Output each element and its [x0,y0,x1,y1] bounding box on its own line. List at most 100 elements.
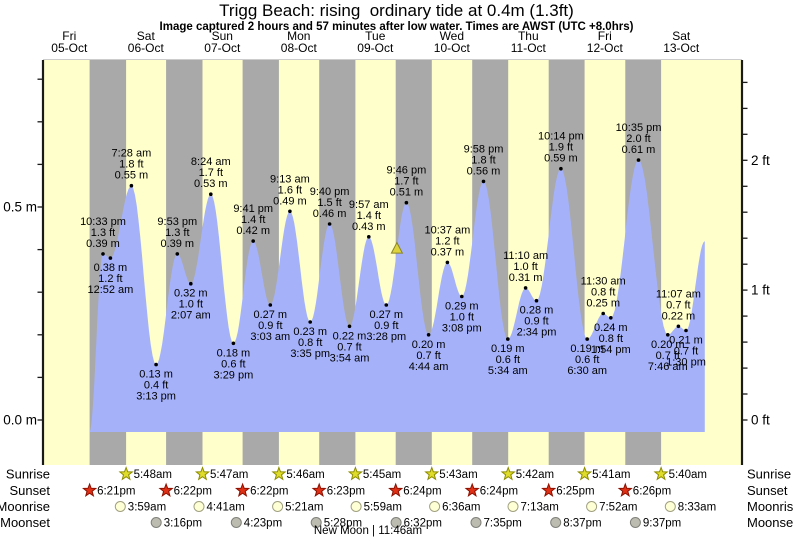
moonset-time: 7:35pm [484,518,522,530]
tide-high-label: 0.61 m [622,144,656,156]
tide-area [89,160,705,432]
moonset-time: 6:32pm [404,518,442,530]
tide-low-label: 0.24 m [594,322,628,334]
tide-low-label: 0.20 m [651,339,685,351]
moonset-time: 3:16pm [164,518,202,530]
moonrise-time: 8:33am [678,502,716,514]
tide-event-dot [209,192,213,196]
tide-high-label: 10:33 pm [80,216,126,228]
moonset-icon [310,517,322,528]
sunset-icon [82,482,98,497]
moonrise-icon [586,501,598,512]
sunset-icon [311,482,327,497]
tide-high-label: 10:37 am [424,224,470,236]
day-name-label: Thu [518,29,539,43]
chart-subtitle: Image captured 2 hours and 57 minutes af… [159,21,634,33]
tide-high-label: 1.5 ft [317,197,341,209]
tide-low-label: 1.0 ft [179,299,203,311]
tide-high-label: 1.8 ft [119,159,143,171]
tide-event-dot [426,333,431,337]
tide-event-dot [559,166,563,171]
tide-event-dot [609,316,613,320]
moonrise-icon [272,501,284,512]
tide-high-label: 1.2 ft [435,235,459,247]
tide-event-dot [108,256,113,260]
sunrise-icon [424,466,440,481]
tide-low-label: 7:46 am [648,361,688,373]
moonrise-icon [350,501,362,512]
y-axis-left-label: 0.0 m [3,413,37,428]
tide-high-label: 0.31 m [509,272,543,284]
tide-event-dot [523,286,528,290]
moonset-time: 9:37pm [643,518,681,530]
sunset-time: 6:21pm [97,486,135,498]
tide-high-label: 11:30 am [581,276,626,288]
tide-high-label: 0.59 m [544,153,578,165]
moonset-icon [230,517,242,528]
sunrise-time: 5:41am [592,469,630,481]
tide-event-dot [129,183,134,188]
tide-event-dot [189,281,193,286]
day-date-label: 06-Oct [128,41,165,55]
tide-high-label: 9:57 am [349,199,389,211]
tide-high-label: 1.0 ft [513,261,537,273]
sunrise-icon [500,466,516,481]
tide-low-label: 0.13 m [139,369,173,381]
tide-high-label: 0.49 m [273,195,307,207]
tide-event-dot [154,362,158,367]
y-axis-right-label: 2 ft [751,153,770,168]
moonrise-icon [429,501,441,512]
moonrise-icon [507,501,519,512]
tide-high-label: 1.4 ft [357,210,381,222]
tide-high-label: 9:13 am [270,173,310,185]
tide-low-label: 1.2 ft [98,273,122,285]
moonrise-time: 7:13am [521,502,559,514]
row-label-right-moonrise: Moonrise [747,499,793,514]
tide-low-label: 0.6 ft [575,354,599,366]
day-date-label: 07-Oct [204,41,241,55]
tide-low-label: 0.9 ft [374,320,398,332]
day-date-label: 05-Oct [51,41,88,55]
tide-high-label: 0.39 m [86,238,120,250]
tide-low-label: 3:29 pm [214,369,254,381]
tide-low-label: 0.8 ft [599,333,623,345]
tide-high-label: 9:40 pm [310,186,350,198]
sunrise-time: 5:43am [439,469,477,481]
tide-high-label: 8:24 am [191,156,231,168]
tide-high-label: 9:46 pm [387,165,427,177]
tide-low-label: 0.23 m [293,326,327,338]
tide-high-label: 1.3 ft [91,227,115,239]
sunrise-icon [576,466,593,481]
tide-event-dot [684,328,688,333]
tide-low-label: 0.27 m [369,309,403,321]
y-axis-left-label: 0.5 m [3,200,37,215]
tide-low-label: 0.27 m [253,309,287,321]
tide-low-label: 0.20 m [412,339,446,351]
moonrise-time: 4:41am [207,502,245,514]
tide-low-label: 0.19 m [491,343,525,355]
tide-low-label: 3:08 pm [442,323,482,335]
moon-phase-note: New Moon | 11:46am [314,525,422,537]
tide-event-dot [101,252,105,256]
tide-high-label: 10:35 pm [616,122,662,134]
day-date-label: 12-Oct [587,41,624,55]
tide-low-label: 3:28 pm [366,331,406,343]
tide-low-label: 1.0 ft [450,312,474,324]
day-name-label: Sun [212,29,233,43]
page-title: Trigg Beach: rising ordinary tide at 0.4… [219,1,574,20]
tide-low-label: 0.32 m [174,288,208,300]
sunrise-icon [118,466,134,481]
moonrise-time: 7:52am [599,502,637,514]
sunset-time: 6:26pm [633,486,671,498]
tide-low-label: 0.7 ft [416,350,440,362]
tide-high-label: 0.42 m [236,225,270,237]
row-label-left-sunrise: Sunrise [6,467,50,482]
sunset-icon [388,482,404,497]
tide-high-label: 1.7 ft [199,167,223,179]
day-date-label: 08-Oct [281,41,318,55]
tide-low-label: 3:03 am [250,331,290,343]
tide-low-label: 0.28 m [520,305,554,317]
tide-high-label: 0.8 ft [591,287,615,299]
sunrise-icon [347,466,364,481]
